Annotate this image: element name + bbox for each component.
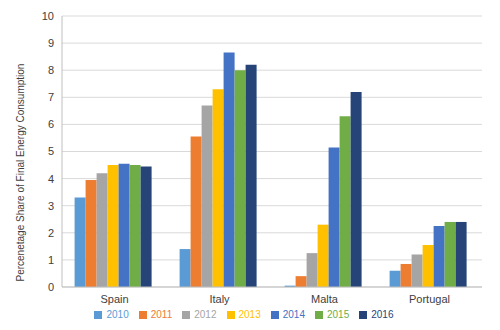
svg-text:3: 3 (48, 200, 54, 212)
html-text:2016: 2016 (371, 309, 394, 320)
svg-text:5: 5 (48, 145, 54, 157)
svg-text:10: 10 (42, 10, 54, 22)
svg-text:Malta: Malta (311, 293, 339, 305)
svg-text:8: 8 (48, 64, 54, 76)
html-text:2012: 2012 (194, 309, 217, 320)
svg-text:6: 6 (48, 118, 54, 130)
svg-text:0: 0 (48, 281, 54, 293)
html-text:2011: 2011 (150, 309, 173, 320)
svg-text:7: 7 (48, 91, 54, 103)
svg-text:2: 2 (48, 227, 54, 239)
html-text:2015: 2015 (327, 309, 350, 320)
svg-text:Portugal: Portugal (409, 293, 450, 305)
html-text:2014: 2014 (282, 309, 305, 320)
svg-text:4: 4 (48, 173, 54, 185)
svg-text:Percenetage Share of Final Ene: Percenetage Share of Final Energy Consum… (15, 64, 26, 282)
html-text:2010: 2010 (106, 309, 129, 320)
svg-text:9: 9 (48, 37, 54, 49)
svg-text:Spain: Spain (100, 293, 128, 305)
html-text:2013: 2013 (238, 309, 261, 320)
svg-text:1: 1 (48, 254, 54, 266)
svg-text:Italy: Italy (209, 293, 230, 305)
